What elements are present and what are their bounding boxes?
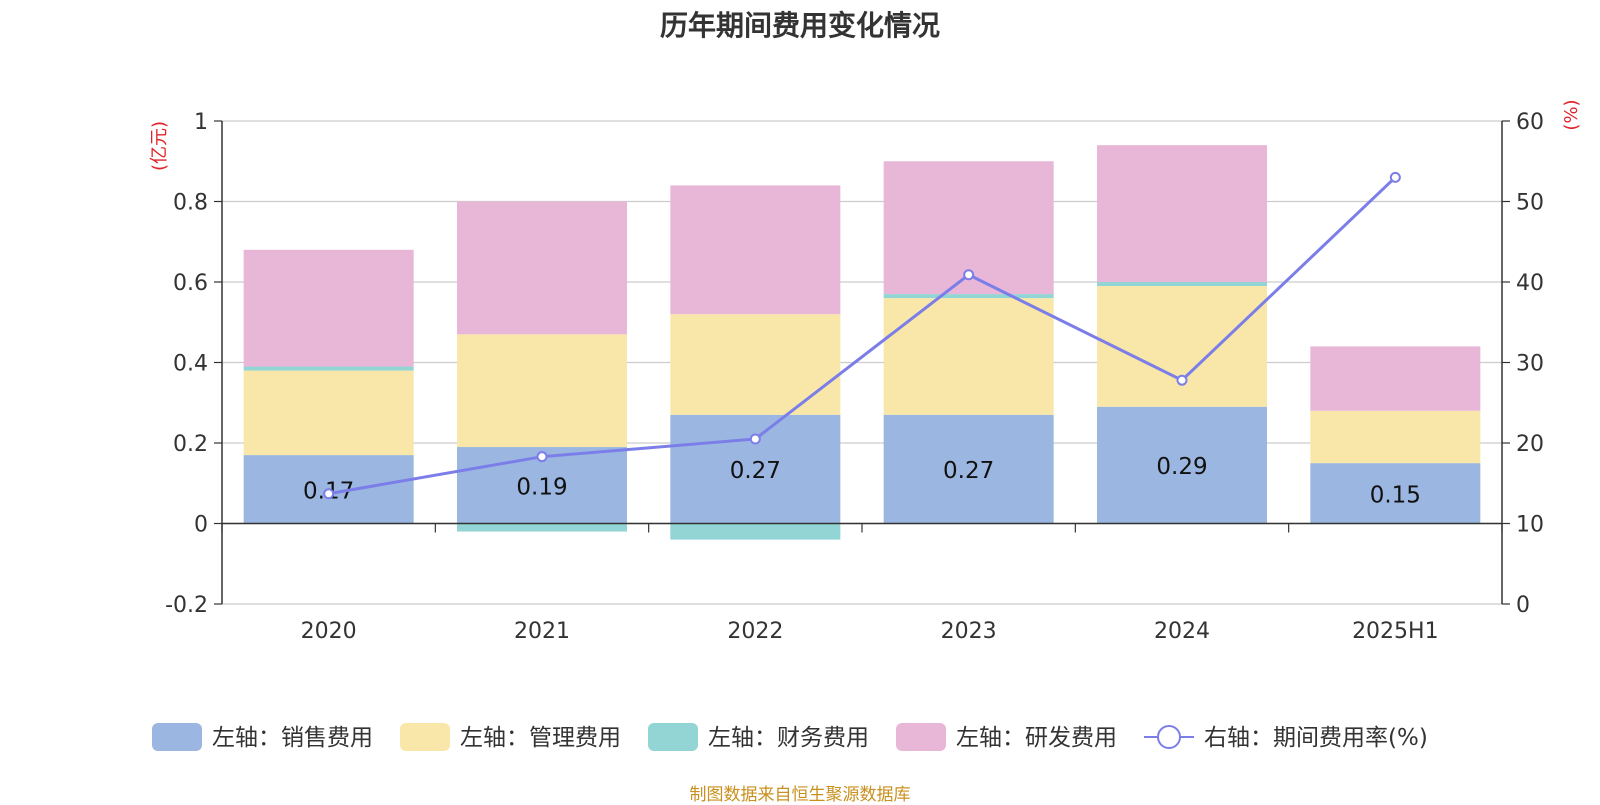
right-tick-label: 60 [1516, 110, 1544, 135]
data-label-sales: 0.27 [730, 458, 781, 484]
data-label-sales: 0.19 [516, 474, 567, 500]
bar-finance [1097, 282, 1267, 287]
bar-admin [1310, 410, 1481, 464]
data-label-sales: 0.29 [1156, 454, 1207, 480]
left-axis-unit: (亿元) [149, 121, 170, 171]
left-tick-label: 0.4 [173, 352, 208, 377]
left-tick-label: 0 [194, 513, 208, 538]
legend-swatch-admin [400, 723, 450, 751]
legend-swatch-sales [152, 723, 202, 751]
legend-swatch-finance [648, 723, 698, 751]
bar-admin [457, 334, 627, 448]
legend-label-rate_line: 右轴：期间费用率(%) [1204, 725, 1428, 751]
legend-label-rnd: 左轴：研发费用 [956, 725, 1117, 751]
category-label: 2025H1 [1352, 619, 1439, 644]
data-label-sales: 0.15 [1370, 482, 1421, 508]
category-label: 2023 [941, 619, 997, 644]
source-note: 制图数据来自恒生聚源数据库 [689, 785, 911, 805]
chart-title: 历年期间费用变化情况 [659, 9, 940, 42]
category-label: 2022 [727, 619, 783, 644]
bar-sales [1310, 463, 1481, 524]
category-label: 2021 [514, 619, 570, 644]
category-label: 2024 [1154, 619, 1210, 644]
legend-swatch-rnd [896, 723, 946, 751]
right-tick-label: 10 [1516, 513, 1544, 538]
bar-sales [1097, 406, 1267, 524]
rate-point [749, 433, 761, 445]
bar-finance [670, 523, 841, 540]
right-tick-label: 0 [1516, 593, 1530, 618]
left-tick-label: -0.2 [165, 593, 208, 618]
bar-rnd [457, 201, 627, 335]
rate-line [328, 176, 1397, 496]
left-tick-label: 0.8 [173, 191, 208, 216]
left-tick-label: 0.2 [173, 432, 208, 457]
data-label-sales: 0.27 [943, 458, 994, 484]
right-tick-label: 50 [1516, 191, 1544, 216]
rate-point [1389, 171, 1401, 183]
bar-admin [1097, 286, 1267, 407]
bar-admin [883, 298, 1054, 415]
bar-finance [243, 366, 414, 371]
right-tick-label: 40 [1516, 271, 1544, 296]
bar-sales [883, 414, 1054, 524]
legend-label-finance: 左轴：财务费用 [708, 725, 869, 751]
left-tick-label: 1 [194, 110, 208, 135]
bar-rnd [670, 185, 841, 315]
bar-rnd [1310, 346, 1481, 411]
legend-label-sales: 左轴：销售费用 [212, 725, 373, 751]
rate-point [536, 451, 548, 463]
right-tick-label: 20 [1516, 432, 1544, 457]
bar-admin [670, 314, 841, 415]
bar-finance [883, 294, 1054, 299]
rate-point [323, 488, 335, 500]
rate-point [963, 269, 975, 281]
bar-sales [670, 414, 841, 524]
bar-finance [457, 523, 627, 532]
bar-rnd [243, 249, 414, 367]
left-tick-label: 0.6 [173, 271, 208, 296]
legend-label-admin: 左轴：管理费用 [460, 725, 621, 751]
right-axis-unit: (%) [1561, 99, 1582, 130]
bar-rnd [1097, 145, 1267, 282]
category-label: 2020 [301, 619, 357, 644]
legend-swatch-marker [1157, 725, 1181, 749]
bar-admin [243, 370, 414, 456]
rate-point [1176, 374, 1188, 386]
right-tick-label: 30 [1516, 352, 1544, 377]
